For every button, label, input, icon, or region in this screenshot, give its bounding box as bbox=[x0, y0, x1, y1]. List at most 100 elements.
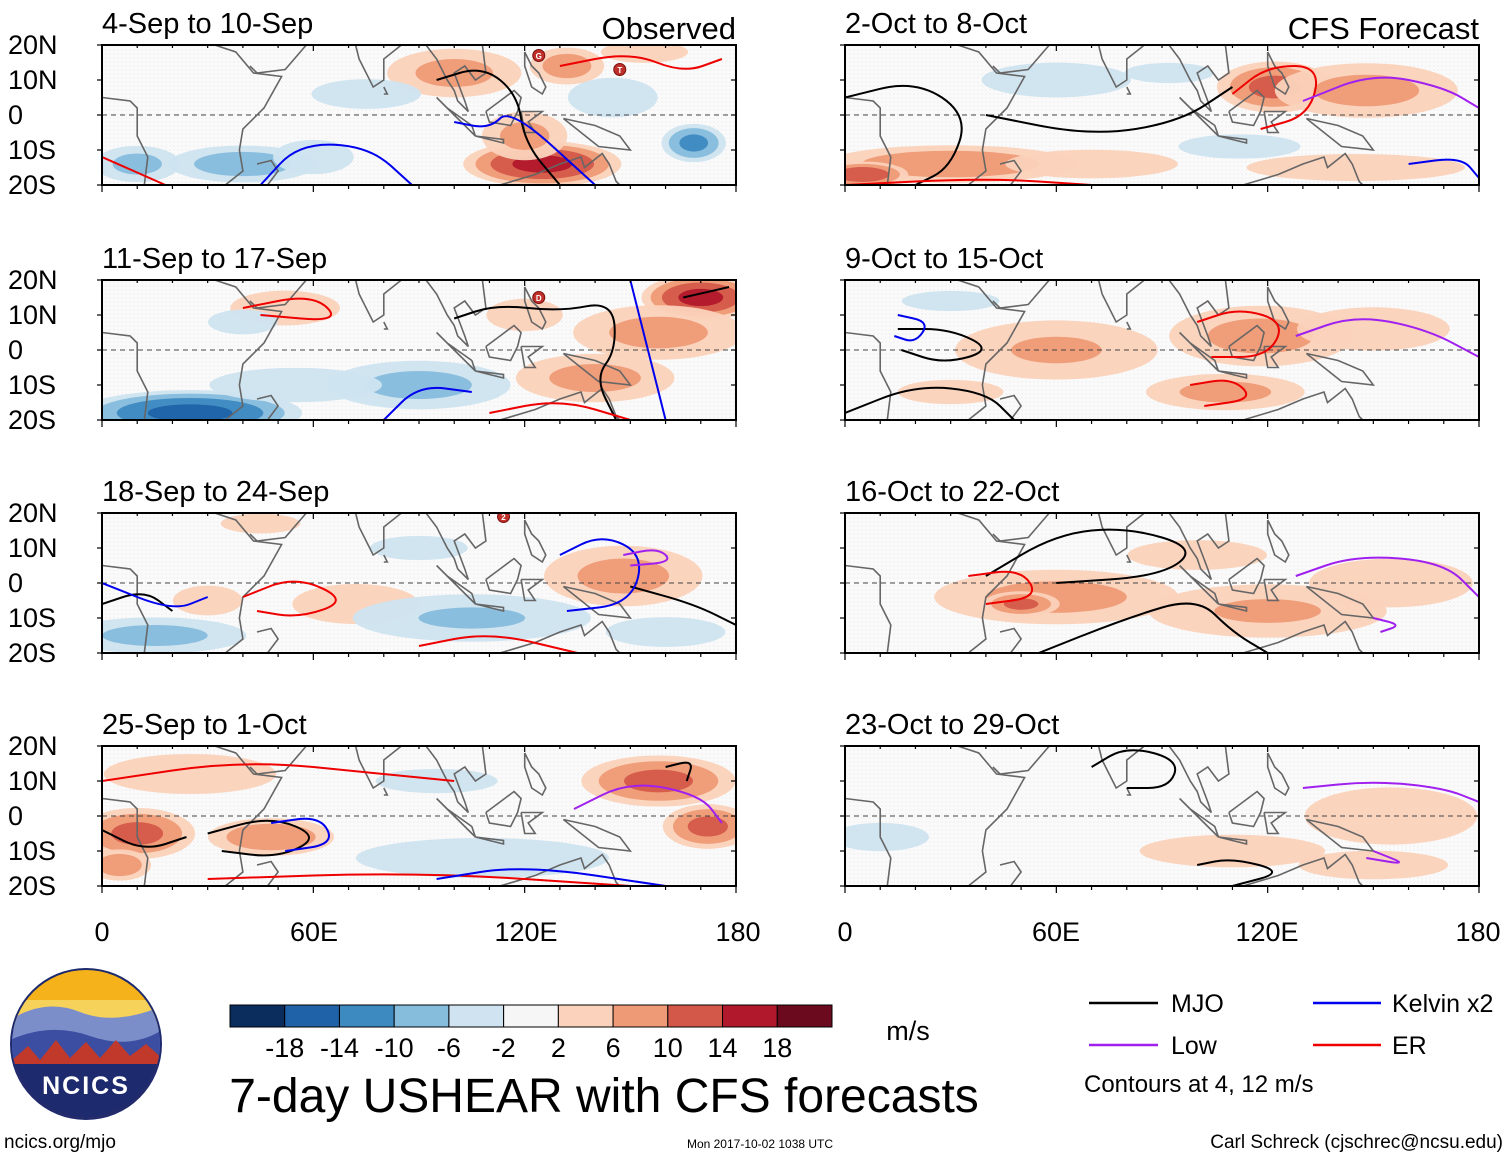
colorbar-tick-label: -2 bbox=[492, 1033, 516, 1063]
lat-label: 20N bbox=[8, 731, 58, 761]
coastline bbox=[1228, 790, 1265, 828]
lat-label: 20S bbox=[8, 405, 56, 435]
shear-anomaly-mark bbox=[1178, 134, 1301, 159]
coastline bbox=[562, 117, 633, 151]
storm-label: D bbox=[536, 294, 542, 303]
coastline bbox=[1126, 554, 1132, 563]
coastline bbox=[425, 280, 487, 348]
lon-label: 120E bbox=[494, 917, 557, 947]
colorbar-swatch bbox=[722, 1004, 778, 1028]
coastline bbox=[249, 746, 307, 775]
coastline bbox=[249, 45, 307, 74]
coastline bbox=[1179, 564, 1220, 605]
filter-contour bbox=[845, 84, 963, 185]
legend-label: ER bbox=[1392, 1032, 1427, 1060]
shear-anomaly-mark bbox=[1124, 62, 1214, 84]
lat-label: 10S bbox=[8, 370, 56, 400]
shear-anomaly-mark bbox=[102, 625, 208, 646]
shear-anomaly-mark bbox=[311, 79, 421, 109]
filter-contour bbox=[242, 580, 337, 617]
colorbar-tick-label: -18 bbox=[265, 1033, 304, 1063]
coastline bbox=[999, 627, 1023, 653]
coastline bbox=[383, 321, 389, 330]
lon-label: 120E bbox=[1235, 917, 1298, 947]
filter-contour bbox=[1091, 749, 1177, 789]
shear-anomaly-mark bbox=[366, 371, 472, 399]
lat-label: 10S bbox=[8, 603, 56, 633]
filter-contour bbox=[845, 386, 1015, 420]
shear-anomaly-mark bbox=[1313, 74, 1420, 107]
coastline bbox=[1305, 818, 1376, 852]
main-title: 7-day USHEAR with CFS forecasts bbox=[229, 1070, 979, 1123]
coastline bbox=[1168, 45, 1230, 113]
lat-label: 20S bbox=[8, 871, 56, 901]
coastline bbox=[214, 513, 283, 653]
panel-title: 25-Sep to 1-Oct bbox=[102, 709, 307, 741]
map-panel: D 20N 10N 0 10S 20S 11-Sep to 17-Sep bbox=[8, 243, 737, 435]
shear-anomaly-mark bbox=[542, 53, 592, 79]
coastline bbox=[383, 86, 389, 95]
coastline bbox=[1305, 585, 1376, 619]
coastline bbox=[523, 519, 547, 564]
colorbar-tick-label: 2 bbox=[551, 1033, 566, 1063]
coastline bbox=[256, 159, 280, 185]
coastline bbox=[1179, 331, 1220, 372]
coastline bbox=[1266, 519, 1290, 564]
shear-anomaly-mark bbox=[103, 753, 277, 795]
lat-label: 20S bbox=[8, 638, 56, 668]
colorbar-swatch bbox=[557, 1004, 614, 1028]
coastline bbox=[1218, 370, 1248, 380]
coastline bbox=[1126, 787, 1132, 796]
shear-anomaly-mark bbox=[605, 617, 726, 647]
shear-anomaly-mark bbox=[1139, 834, 1326, 868]
map-panel: 20N 10N 0 10S 20S 25-Sep to 1-Oct bbox=[8, 709, 737, 901]
legend-item-kelvin: Kelvin x2 bbox=[1313, 990, 1493, 1018]
shear-anomaly-mark bbox=[845, 822, 930, 852]
coastline bbox=[1081, 280, 1145, 324]
coastline bbox=[992, 746, 1050, 775]
column-title: CFS Forecast bbox=[1288, 11, 1480, 46]
legend-label: Low bbox=[1171, 1032, 1218, 1060]
filter-contour bbox=[1197, 859, 1274, 886]
coastline bbox=[249, 513, 307, 542]
coastline bbox=[845, 564, 892, 653]
storm-marker: 2 bbox=[497, 513, 511, 523]
coastline bbox=[1263, 578, 1288, 602]
shear-anomaly-mark bbox=[102, 853, 142, 877]
lat-label: 20N bbox=[8, 30, 58, 60]
coastline bbox=[256, 394, 280, 420]
filter-contour bbox=[985, 86, 1233, 133]
coastline bbox=[214, 45, 283, 185]
shear-anomaly-mark bbox=[208, 309, 278, 335]
filter-contour bbox=[1196, 310, 1280, 358]
coastline bbox=[102, 96, 149, 185]
filter-contour bbox=[207, 873, 631, 886]
filter-contour bbox=[1408, 158, 1479, 179]
legend-item-low: Low bbox=[1089, 1032, 1218, 1060]
coastline bbox=[214, 746, 283, 886]
filter-contour bbox=[102, 593, 173, 612]
coastline bbox=[1242, 387, 1364, 420]
lon-label: 0 bbox=[94, 917, 109, 947]
filter-contour bbox=[102, 582, 209, 608]
filter-contour bbox=[897, 328, 983, 362]
panels-layer: G T 20N 10N 0 10S 20S 4-Sep to 10-Sep Observed D 2… bbox=[8, 8, 1480, 901]
contour-note: Contours at 4, 12 m/s bbox=[1084, 1071, 1313, 1098]
shear-anomaly-mark bbox=[1246, 153, 1465, 182]
filter-contour bbox=[102, 763, 455, 782]
legend-label: Kelvin x2 bbox=[1392, 990, 1493, 1018]
colorbar-swatch bbox=[612, 1004, 669, 1028]
coastline bbox=[1126, 321, 1132, 330]
coastline bbox=[562, 818, 633, 852]
coastline bbox=[485, 557, 522, 595]
lat-label: 10S bbox=[8, 135, 56, 165]
lat-label: 10S bbox=[8, 836, 56, 866]
lat-label: 0 bbox=[8, 335, 23, 365]
coastline bbox=[499, 152, 621, 185]
coastline bbox=[523, 286, 547, 331]
shear-anomaly-mark bbox=[567, 77, 658, 118]
coastline bbox=[436, 564, 477, 605]
coastline bbox=[957, 45, 1026, 185]
coastline bbox=[1266, 286, 1290, 331]
panel-title: 9-Oct to 15-Oct bbox=[845, 243, 1043, 275]
